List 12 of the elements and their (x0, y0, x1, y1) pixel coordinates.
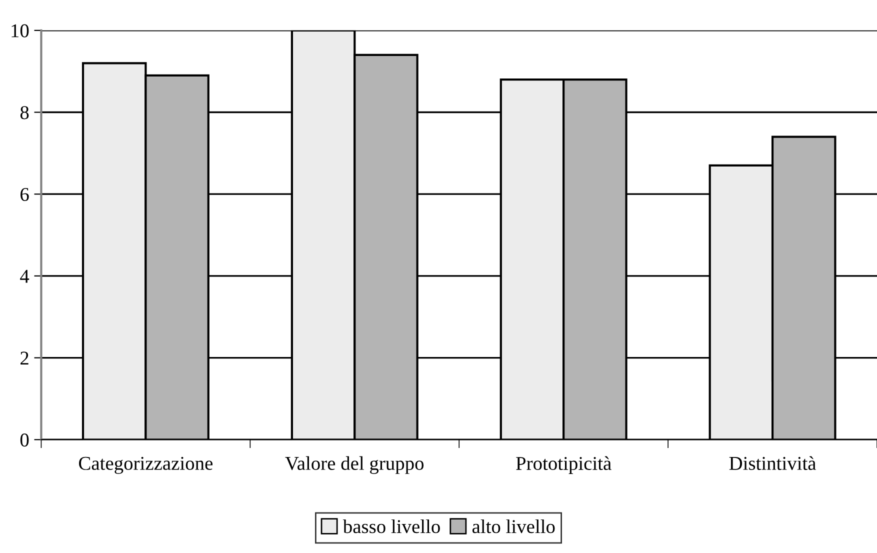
x-tick-label: Distintività (729, 456, 816, 470)
legend-label: alto livello (472, 519, 555, 534)
legend-label: basso livello (342, 519, 440, 534)
x-tick-label: Valore del gruppo (285, 456, 424, 474)
y-tick-label: 0 (20, 433, 29, 447)
y-tick-label: 4 (20, 270, 30, 283)
y-tick-label: 6 (20, 188, 29, 202)
y-tick-label: 8 (20, 106, 29, 120)
y-tick-label: 2 (20, 352, 28, 365)
y-tick-label: 10 (12, 24, 29, 38)
x-tick-label: Categorizzazione (79, 456, 212, 474)
x-tick-label: Prototipicità (516, 456, 612, 474)
